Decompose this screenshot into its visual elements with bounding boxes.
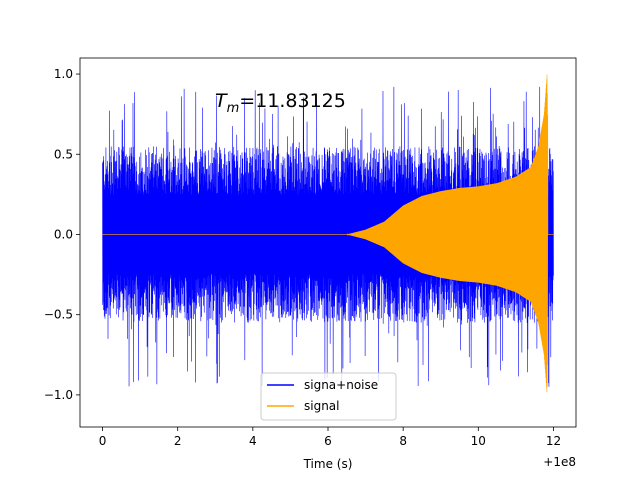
- x-tick-label: 12: [546, 434, 561, 448]
- x-tick-label: 10: [471, 434, 486, 448]
- y-tick-label: 1.0: [54, 67, 73, 81]
- y-tick-label: 0.5: [54, 147, 73, 161]
- annotation-symbol: T: [215, 90, 228, 112]
- x-axis-offset-label: +1e8: [543, 455, 576, 469]
- series-line-signal: [102, 74, 554, 393]
- y-tick-label: 0.0: [54, 227, 73, 241]
- annotation-value: =11.83125: [239, 90, 346, 112]
- x-tick-label: 0: [99, 434, 107, 448]
- legend-label-signa-noise: signa+noise: [304, 378, 378, 392]
- legend-box: [260, 372, 397, 421]
- y-tick-label: −1.0: [44, 388, 73, 402]
- y-axis: −1.0 −0.5 0.0 0.5 1.0: [44, 67, 80, 402]
- x-axis: 0 2 4 6 8 10 12: [99, 427, 561, 448]
- legend: signa+noise signal: [260, 372, 397, 421]
- x-tick-label: 2: [174, 434, 182, 448]
- x-tick-label: 4: [249, 434, 257, 448]
- plot-area: [102, 74, 554, 393]
- annotation-subscript: m: [227, 101, 240, 116]
- y-tick-label: −0.5: [44, 308, 73, 322]
- legend-label-signal: signal: [304, 399, 340, 413]
- x-tick-label: 6: [324, 434, 332, 448]
- x-axis-label: Time (s): [303, 457, 353, 471]
- annotation-text: Tm=11.83125: [215, 90, 346, 116]
- x-tick-label: 8: [399, 434, 407, 448]
